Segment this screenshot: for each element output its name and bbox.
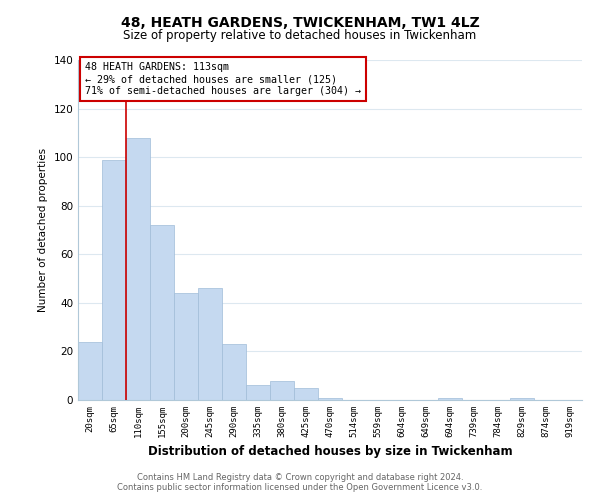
Bar bbox=[510, 398, 534, 400]
Bar bbox=[246, 386, 270, 400]
Bar bbox=[294, 388, 318, 400]
Bar bbox=[78, 342, 102, 400]
Text: Contains HM Land Registry data © Crown copyright and database right 2024.: Contains HM Land Registry data © Crown c… bbox=[137, 472, 463, 482]
Text: 48, HEATH GARDENS, TWICKENHAM, TW1 4LZ: 48, HEATH GARDENS, TWICKENHAM, TW1 4LZ bbox=[121, 16, 479, 30]
Bar bbox=[222, 344, 246, 400]
Y-axis label: Number of detached properties: Number of detached properties bbox=[38, 148, 48, 312]
Bar bbox=[174, 293, 198, 400]
Bar bbox=[102, 160, 126, 400]
Bar bbox=[318, 398, 342, 400]
Text: Contains public sector information licensed under the Open Government Licence v3: Contains public sector information licen… bbox=[118, 484, 482, 492]
Bar bbox=[198, 288, 222, 400]
X-axis label: Distribution of detached houses by size in Twickenham: Distribution of detached houses by size … bbox=[148, 446, 512, 458]
Text: 48 HEATH GARDENS: 113sqm
← 29% of detached houses are smaller (125)
71% of semi-: 48 HEATH GARDENS: 113sqm ← 29% of detach… bbox=[85, 62, 361, 96]
Bar bbox=[150, 225, 174, 400]
Bar bbox=[438, 398, 462, 400]
Text: Size of property relative to detached houses in Twickenham: Size of property relative to detached ho… bbox=[124, 29, 476, 42]
Bar bbox=[270, 380, 294, 400]
Bar bbox=[126, 138, 150, 400]
